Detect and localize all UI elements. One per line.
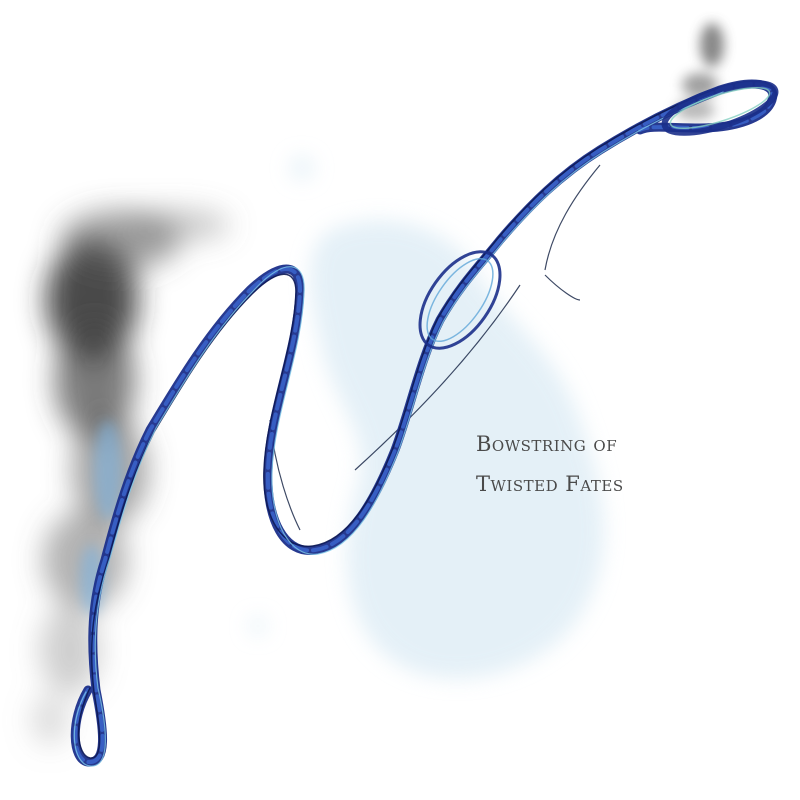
smoke-cloud [32, 209, 230, 745]
twisted-bowstring [70, 79, 779, 767]
caption-line-1: Bowstring of [476, 432, 618, 456]
item-caption: Bowstring of Twisted Fates [476, 424, 696, 504]
caption-line-2: Twisted Fates [476, 472, 624, 496]
watercolor-wash [249, 156, 604, 679]
